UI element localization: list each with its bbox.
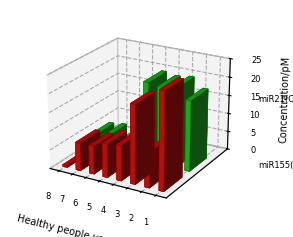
Text: miR155(Cy5): miR155(Cy5) — [258, 161, 293, 170]
X-axis label: Healthy people vs patients: Healthy people vs patients — [16, 213, 146, 237]
Text: miR21(Cy3): miR21(Cy3) — [258, 95, 293, 104]
